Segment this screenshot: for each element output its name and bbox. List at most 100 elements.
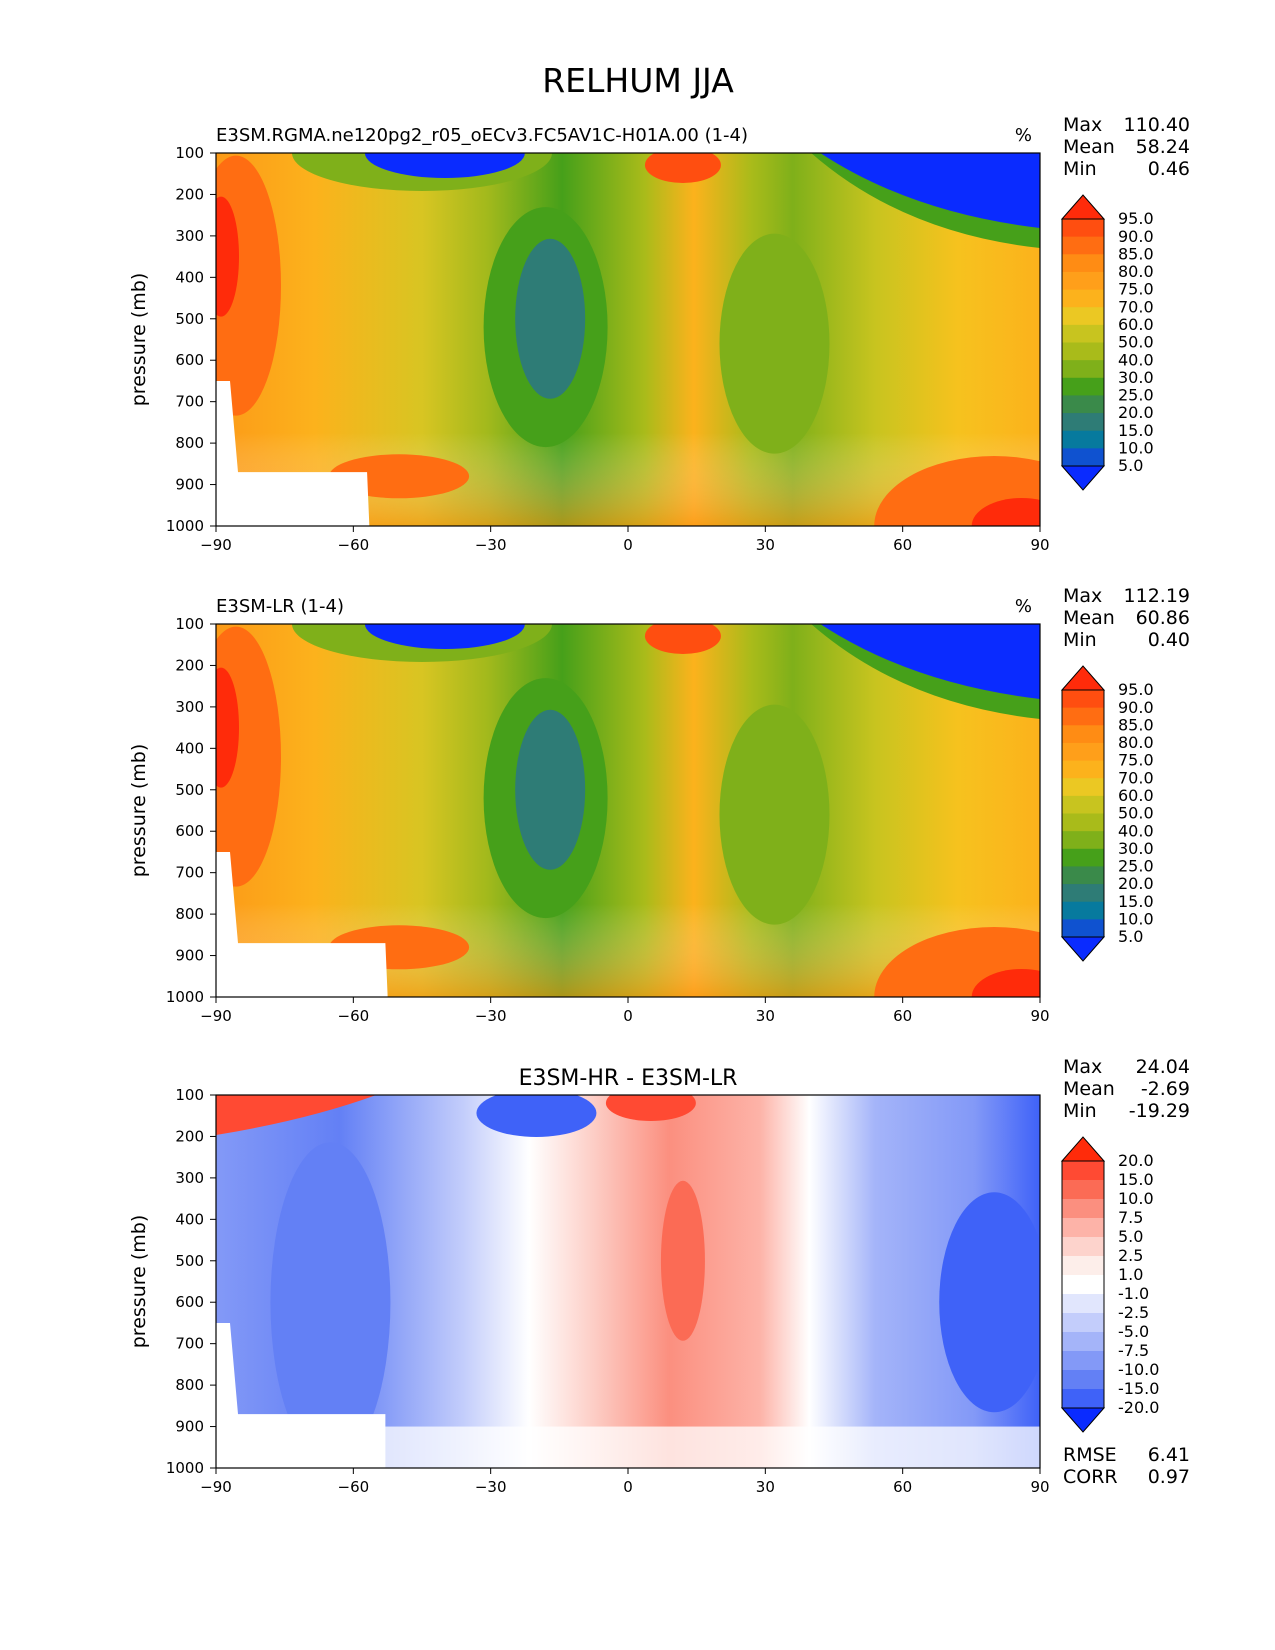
y-tick-label: 1000	[166, 1459, 204, 1477]
stat-label: Max	[1063, 114, 1102, 136]
colorbar-level-label: 80.0	[1118, 733, 1154, 752]
y-tick-label: 800	[175, 1376, 204, 1394]
x-tick-label: 30	[756, 1478, 775, 1496]
colorbar-bin	[1062, 866, 1104, 885]
colorbar-level-label: 95.0	[1118, 209, 1154, 228]
colorbar-level-label: 75.0	[1118, 280, 1154, 299]
colorbar-level-label: 60.0	[1118, 786, 1154, 805]
stat-label: Max	[1063, 1056, 1102, 1078]
y-axis-label: pressure (mb)	[128, 1215, 150, 1349]
stat-value: -2.69	[1141, 1078, 1190, 1100]
colorbar-bin	[1062, 1332, 1104, 1352]
dry-core-right	[820, 153, 1040, 228]
stat-value: 6.41	[1148, 1444, 1190, 1466]
colorbar-level-label: 20.0	[1118, 874, 1154, 893]
colorbar-level-label: 95.0	[1118, 680, 1154, 699]
panel-units: %	[1015, 596, 1032, 617]
dry-lobe-south-core	[515, 238, 586, 399]
dry-lobe-north	[719, 233, 830, 454]
diff-pos-upper	[605, 1095, 696, 1121]
colorbar-level-label: 5.0	[1118, 1227, 1143, 1246]
contour-field	[216, 1095, 1040, 1468]
colorbar-bin	[1062, 707, 1104, 726]
colorbar-level-label: -7.5	[1118, 1341, 1149, 1360]
colorbar-bin	[1062, 795, 1104, 814]
y-tick-label: 400	[175, 268, 204, 286]
colorbar-level-label: 60.0	[1118, 315, 1154, 334]
colorbar-bin	[1062, 219, 1104, 238]
colorbar-level-label: 20.0	[1118, 1151, 1154, 1170]
colorbar-frame	[1061, 218, 1105, 467]
colorbar-level-label: 25.0	[1118, 386, 1154, 405]
dry-lobe-south-core	[515, 709, 586, 870]
y-tick-label: 500	[175, 781, 204, 799]
y-tick-label: 400	[175, 739, 204, 757]
colorbar-bin	[1062, 1275, 1104, 1295]
colorbar-level-label: 30.0	[1118, 839, 1154, 858]
colorbar-level-label: 90.0	[1118, 698, 1154, 717]
stat-value: 0.40	[1148, 629, 1190, 651]
colorbar-bin	[1062, 1218, 1104, 1238]
colorbar-bin	[1062, 324, 1104, 343]
colorbar-level-label: -10.0	[1118, 1360, 1159, 1379]
colorbar-level-label: 90.0	[1118, 227, 1154, 246]
colorbar-bin	[1062, 725, 1104, 744]
x-tick-label: 30	[756, 1007, 775, 1025]
colorbar-level-label: 20.0	[1118, 403, 1154, 422]
x-tick-label: −30	[475, 1478, 507, 1496]
dry-core-right	[820, 624, 1040, 699]
colorbar-bin	[1062, 831, 1104, 850]
figure-title: RELHUM JJA	[542, 61, 734, 100]
colorbar-level-label: 15.0	[1118, 421, 1154, 440]
colorbar-bin	[1062, 778, 1104, 797]
colorbar-extend-top	[1060, 665, 1106, 691]
x-tick-label: −30	[475, 536, 507, 554]
colorbar-bin	[1062, 1351, 1104, 1371]
y-tick-label: 500	[175, 310, 204, 328]
y-tick-label: 800	[175, 905, 204, 923]
stat-value: 0.97	[1148, 1466, 1190, 1488]
stat-label: Mean	[1063, 136, 1115, 158]
colorbar-bin	[1062, 1256, 1104, 1276]
moist-upper-core	[644, 624, 721, 654]
contour-field	[216, 624, 1040, 997]
y-tick-label: 300	[175, 698, 204, 716]
colorbar-level-label: 50.0	[1118, 333, 1154, 352]
colorbar-bin	[1062, 448, 1104, 467]
colorbar-bin	[1062, 1199, 1104, 1219]
x-tick-label: 90	[1030, 1478, 1049, 1496]
panel-title: E3SM-LR (1-4)	[216, 596, 344, 617]
colorbar-level-label: 2.5	[1118, 1246, 1143, 1265]
colorbar-level-label: 80.0	[1118, 262, 1154, 281]
colorbar-frame	[1061, 689, 1105, 938]
colorbar-bin	[1062, 742, 1104, 762]
colorbar-bin	[1062, 1370, 1104, 1390]
colorbar-level-label: 5.0	[1118, 927, 1143, 946]
y-tick-label: 900	[175, 476, 204, 494]
colorbar-bin	[1062, 1313, 1104, 1333]
moist-north-bl-core	[971, 498, 1040, 526]
colorbar-bin	[1062, 271, 1104, 291]
diff-pos-core	[660, 1180, 705, 1341]
colorbar-bin	[1062, 342, 1104, 361]
colorbar-bin	[1062, 919, 1104, 938]
stat-value: 110.40	[1124, 114, 1190, 136]
y-tick-label: 300	[175, 1169, 204, 1187]
x-tick-label: 0	[623, 1007, 633, 1025]
x-tick-label: −30	[475, 1007, 507, 1025]
colorbar-level-label: 15.0	[1118, 1170, 1154, 1189]
x-tick-label: 30	[756, 536, 775, 554]
y-tick-label: 500	[175, 1252, 204, 1270]
colorbar-bin	[1062, 901, 1104, 920]
stat-label: Min	[1063, 158, 1097, 180]
colorbar-level-label: 1.0	[1118, 1265, 1143, 1284]
y-tick-label: 900	[175, 1418, 204, 1436]
panel-2: E3SM-LR (1-4) %10020030040050060070080090…	[128, 585, 1190, 1025]
colorbar-bin	[1062, 813, 1104, 832]
y-tick-label: 700	[175, 393, 204, 411]
stat-label: RMSE	[1063, 1444, 1117, 1466]
colorbar-level-label: -1.0	[1118, 1284, 1149, 1303]
y-tick-label: 1000	[166, 517, 204, 535]
colorbar-bin	[1062, 254, 1104, 273]
